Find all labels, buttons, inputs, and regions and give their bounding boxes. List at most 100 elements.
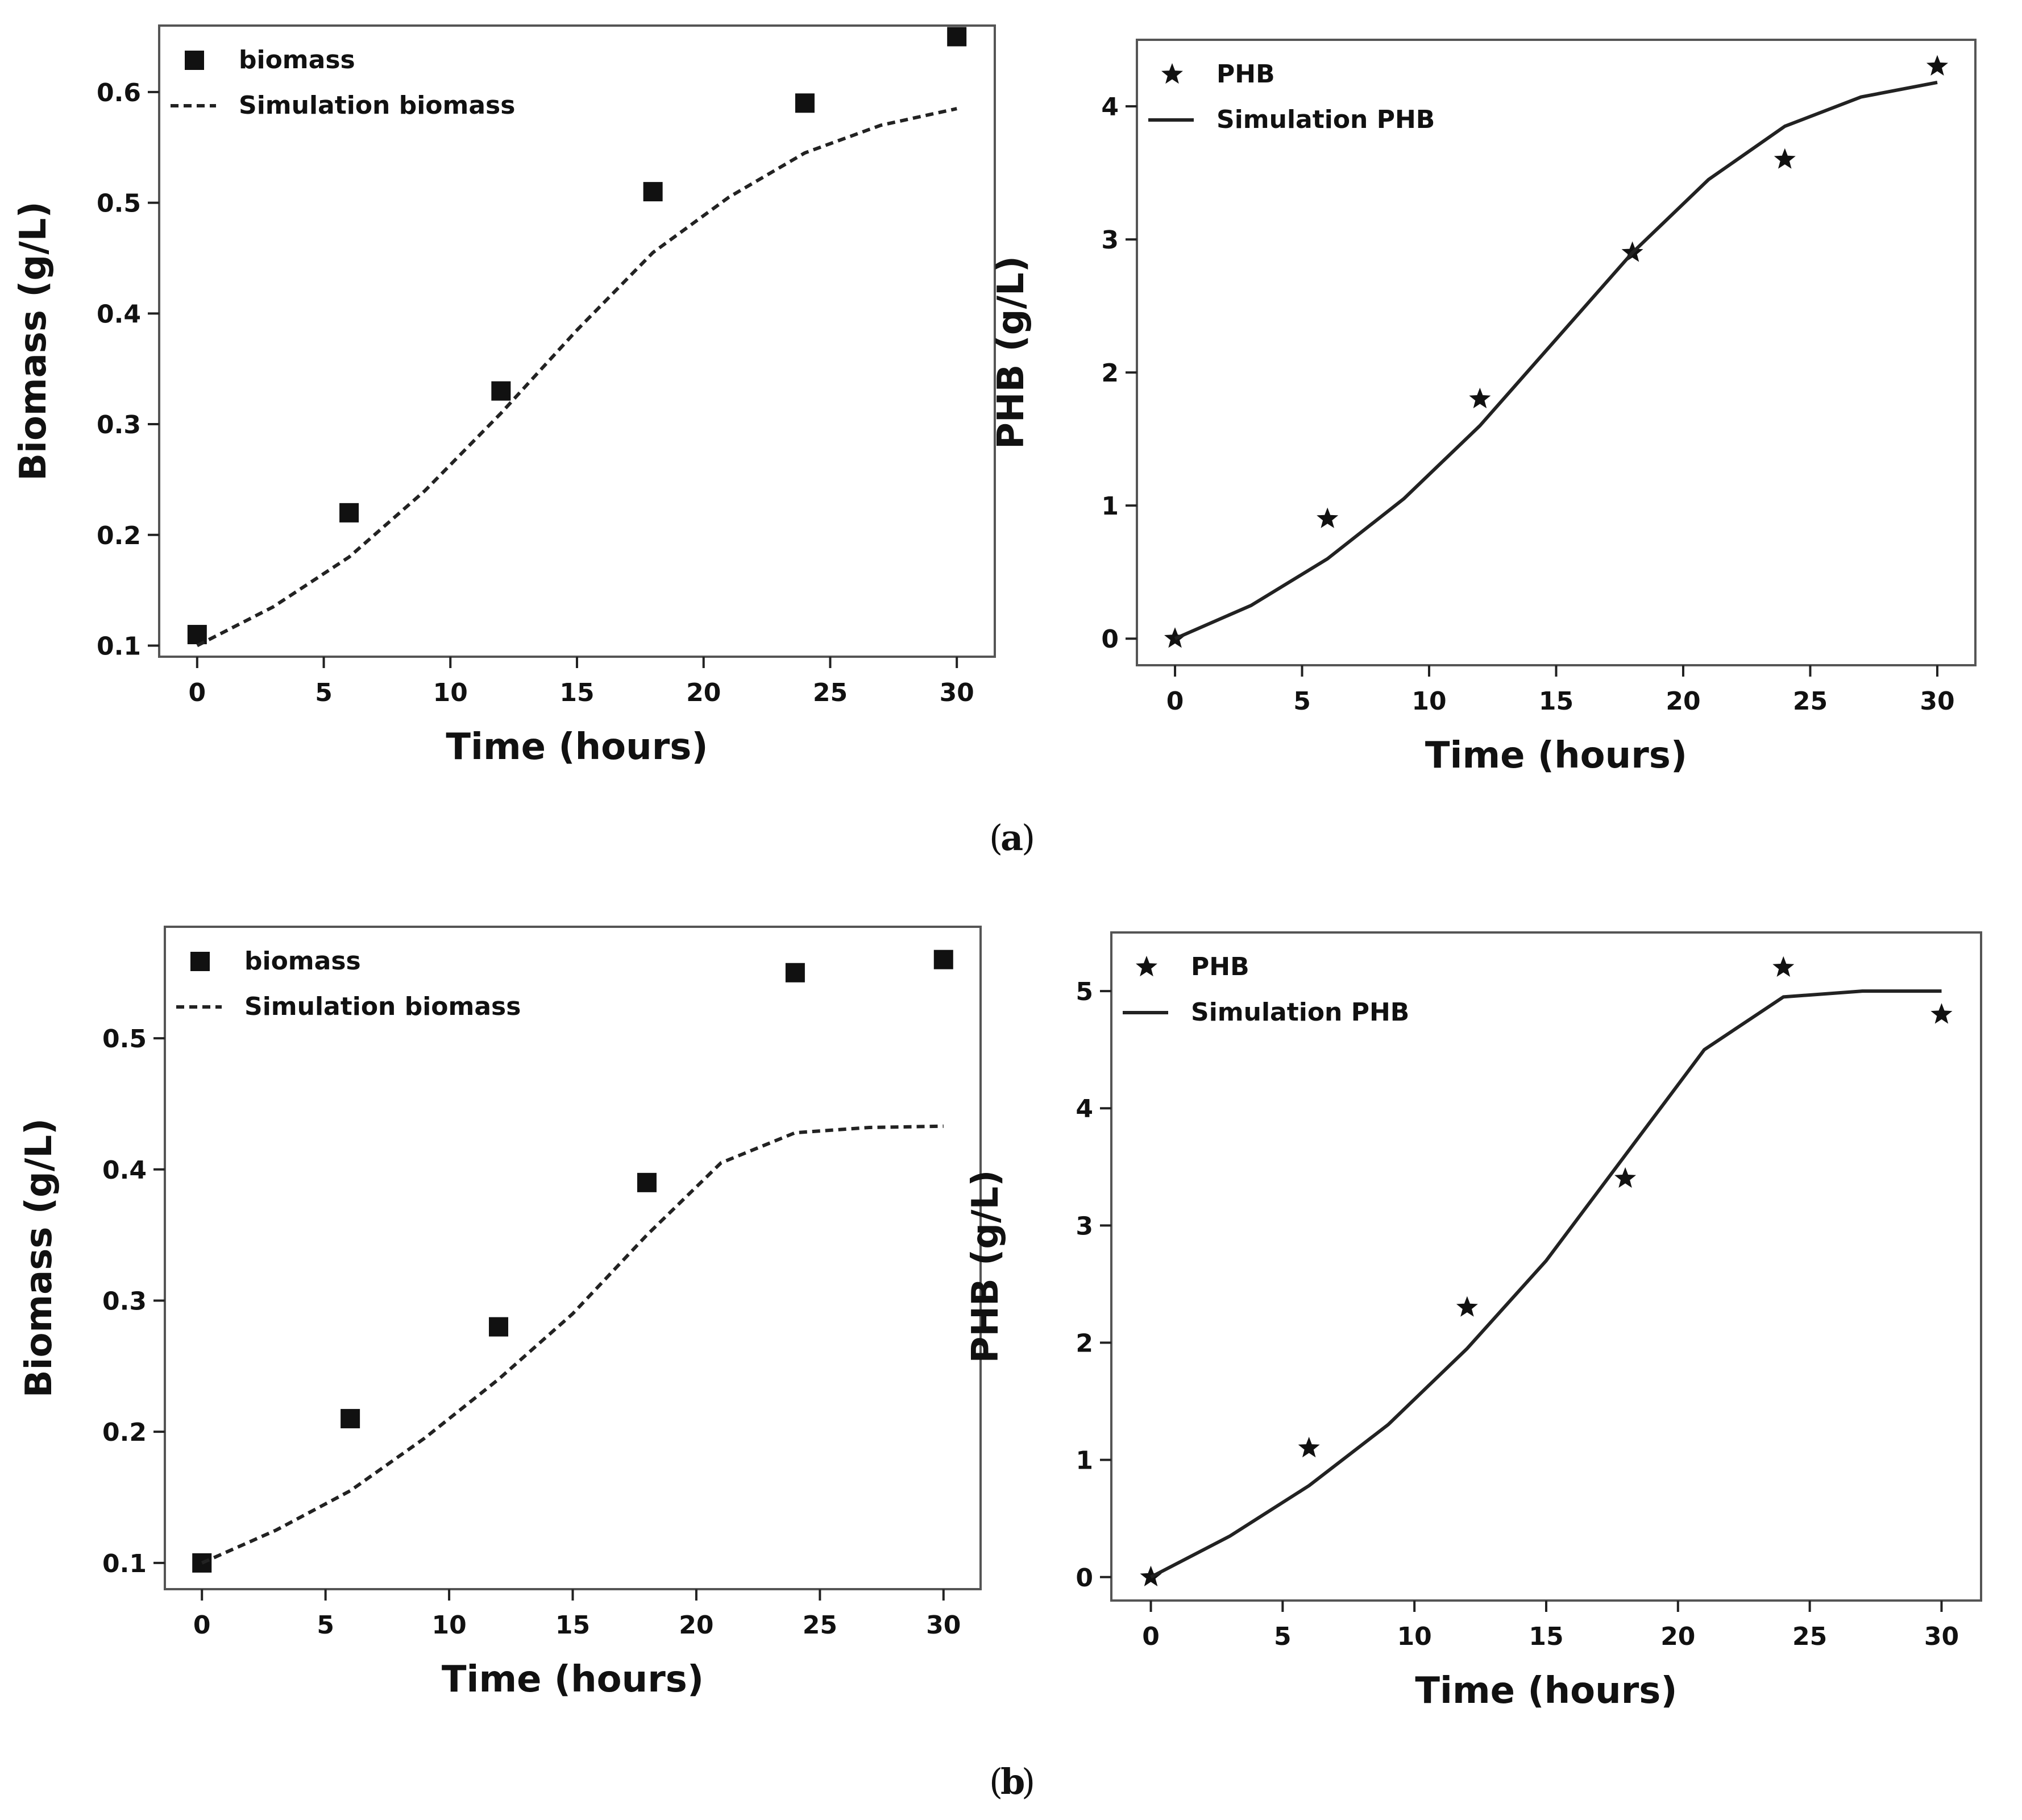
data-point-star [1930, 1003, 1953, 1024]
x-tick-label: 25 [803, 1611, 837, 1640]
y-tick-label: 0.3 [102, 1287, 147, 1316]
x-tick-label: 20 [686, 678, 721, 707]
x-tick-label: 10 [1411, 687, 1446, 716]
data-point-star [1774, 148, 1796, 169]
x-tick-label: 30 [1920, 687, 1954, 716]
chart-a-phb: 0 5 10 15 20 25 30 0 1 2 3 4 Time (hours) PHB (g/L) PH… [990, 39, 1977, 777]
y-tick-label: 0 [1101, 625, 1119, 654]
data-point-square [785, 963, 805, 982]
data-point-square [339, 503, 359, 523]
legend-label: Simulation PHB [1216, 105, 1435, 134]
y-axis-title: PHB (g/L) [990, 256, 1032, 449]
x-tick-label: 15 [1529, 1622, 1563, 1651]
y-axis-title: Biomass (g/L) [18, 1118, 60, 1398]
x-tick-label: 0 [1142, 1622, 1160, 1651]
data-point-square [933, 950, 953, 969]
y-tick-label: 2 [1076, 1329, 1093, 1358]
legend-label: PHB [1216, 60, 1275, 89]
data-point-star [1456, 1296, 1478, 1317]
legend-star-swatch [1136, 956, 1157, 977]
series-line-simulation-biomass [196, 107, 957, 648]
x-tick-label: 0 [193, 1611, 211, 1640]
plot-frame [164, 926, 982, 1590]
y-tick-label: 0.2 [97, 521, 141, 550]
legend-label: Simulation biomass [239, 91, 515, 120]
y-tick-label: 0.5 [102, 1025, 147, 1054]
x-tick-label: 30 [926, 1611, 961, 1640]
y-axis-title: PHB (g/L) [965, 1170, 1007, 1363]
series-line-simulation-biomass [201, 1124, 944, 1565]
x-tick-label: 10 [1397, 1622, 1432, 1651]
y-tick-label: 5 [1076, 977, 1093, 1006]
x-tick-label: 0 [1166, 687, 1184, 716]
x-tick-label: 25 [1792, 1622, 1827, 1651]
x-tick-label: 5 [1293, 687, 1311, 716]
legend-label: Simulation PHB [1191, 998, 1409, 1027]
legend-label: Simulation biomass [244, 992, 521, 1021]
legend-label: PHB [1191, 952, 1249, 981]
data-point-square [637, 1172, 657, 1192]
x-tick-label: 5 [1274, 1622, 1292, 1651]
x-tick-label: 20 [679, 1611, 713, 1640]
x-tick-label: 5 [315, 678, 333, 707]
chart-b-biomass: 0 5 10 15 20 25 30 0.1 0.2 0.3 0.4 0.5 Time (hours) B… [18, 926, 982, 1701]
x-tick-label: 15 [555, 1611, 590, 1640]
y-tick-label: 3 [1076, 1212, 1093, 1241]
caption-a-open: ( [989, 817, 1003, 859]
y-tick-label: 1 [1076, 1446, 1093, 1475]
x-tick-label: 5 [317, 1611, 334, 1640]
x-tick-label: 10 [433, 678, 468, 707]
y-tick-label: 0.5 [97, 189, 141, 218]
data-point-star [1926, 55, 1948, 76]
caption-b-letter: b [1000, 1761, 1025, 1802]
caption-a-close: ) [1022, 817, 1035, 859]
chart-b-phb: 0 5 10 15 20 25 30 0 1 2 3 4 5 Time (hours) PHB (g/L) P… [965, 931, 1982, 1712]
chart-a-biomass: 0 5 10 15 20 25 30 0.1 0.2 0.3 0.4 0.5 0.6 Time (hour… [13, 24, 996, 768]
x-axis-title: Time (hours) [442, 1659, 704, 1701]
y-tick-label: 4 [1101, 93, 1119, 122]
y-tick-label: 2 [1101, 359, 1119, 388]
x-tick-label: 0 [189, 678, 206, 707]
data-point-square [341, 1409, 360, 1429]
series-line-simulation-phb [1174, 80, 1938, 640]
data-point-star [1298, 1437, 1320, 1458]
x-tick-label: 15 [559, 678, 594, 707]
caption-b-open: ( [989, 1761, 1003, 1802]
y-tick-label: 3 [1101, 226, 1119, 255]
caption-b-close: ) [1022, 1761, 1035, 1802]
data-point-star [1469, 387, 1491, 409]
caption-b: ( b ) [989, 1761, 1035, 1802]
data-point-square [489, 1317, 509, 1337]
data-point-square [947, 27, 967, 47]
y-tick-label: 0.6 [97, 78, 141, 107]
y-tick-label: 4 [1076, 1095, 1093, 1123]
x-tick-label: 20 [1666, 687, 1700, 716]
data-point-square [643, 182, 663, 202]
y-tick-label: 0.2 [102, 1418, 147, 1447]
series-line-simulation-phb [1150, 989, 1942, 1579]
legend-label: biomass [244, 947, 361, 976]
y-tick-label: 1 [1101, 492, 1119, 521]
legend-star-swatch [1161, 63, 1183, 84]
legend-square-swatch [190, 952, 210, 971]
data-point-star [1772, 956, 1795, 977]
caption-a: ( a ) [989, 817, 1035, 859]
y-tick-label: 0.4 [102, 1156, 147, 1185]
x-tick-label: 25 [813, 678, 848, 707]
data-point-square [187, 625, 207, 645]
data-point-star [1614, 1167, 1637, 1188]
data-point-star [1317, 507, 1339, 528]
x-tick-label: 25 [1793, 687, 1828, 716]
data-point-square [491, 381, 511, 401]
x-axis-title: Time (hours) [446, 726, 708, 768]
x-tick-label: 20 [1660, 1622, 1695, 1651]
legend-square-swatch [185, 51, 204, 70]
x-axis-title: Time (hours) [1415, 1670, 1677, 1712]
x-tick-label: 10 [431, 1611, 466, 1640]
y-tick-label: 0.1 [102, 1549, 147, 1578]
plot-frame [1110, 931, 1982, 1602]
x-tick-label: 15 [1539, 687, 1573, 716]
y-tick-label: 0.4 [97, 300, 141, 329]
y-tick-label: 0 [1076, 1564, 1093, 1593]
